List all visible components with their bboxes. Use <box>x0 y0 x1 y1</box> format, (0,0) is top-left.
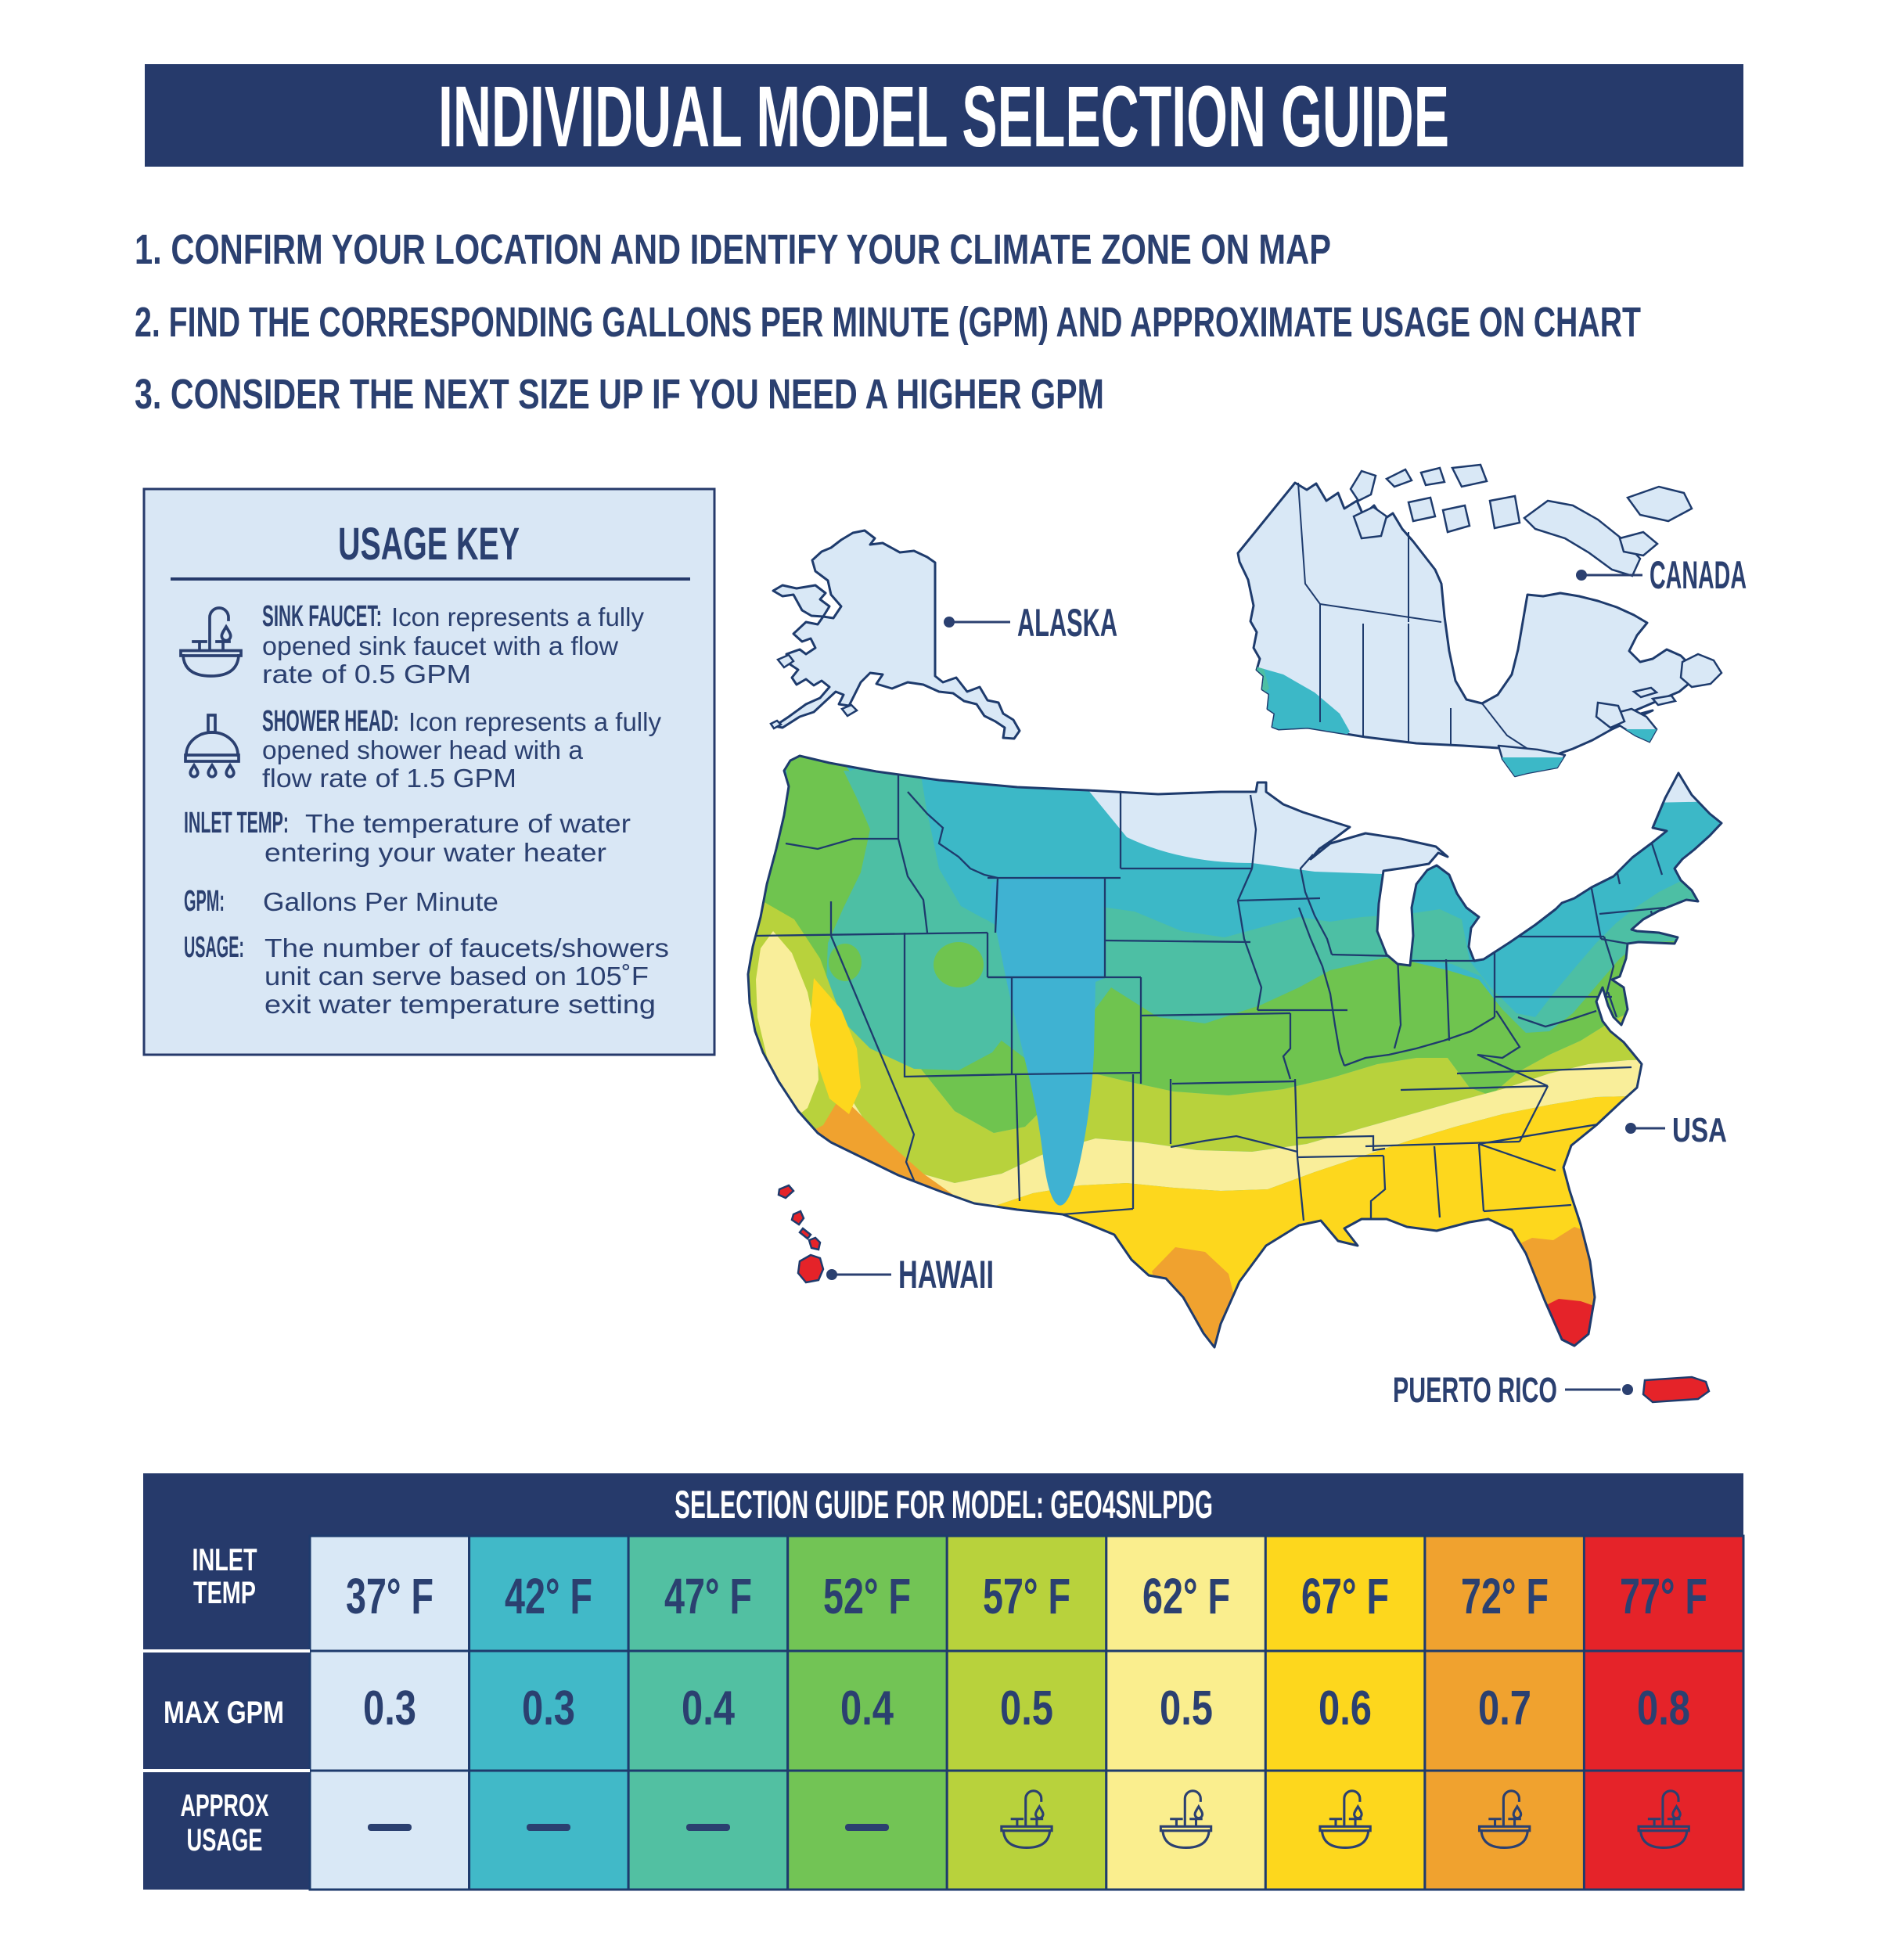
svg-text:72° F: 72° F <box>1461 1568 1549 1624</box>
svg-text:SHOWER HEAD:: SHOWER HEAD: <box>262 705 399 738</box>
svg-text:USA: USA <box>1672 1111 1727 1149</box>
svg-text:INDIVIDUAL MODEL SELECTION GUI: INDIVIDUAL MODEL SELECTION GUIDE <box>438 69 1449 165</box>
svg-text:USAGE KEY: USAGE KEY <box>338 519 520 570</box>
svg-text:exit water temperature setting: exit water temperature setting <box>264 990 656 1019</box>
svg-text:entering your water heater: entering your water heater <box>264 838 606 867</box>
svg-text:0.4: 0.4 <box>840 1681 894 1735</box>
svg-text:42° F: 42° F <box>505 1568 592 1624</box>
svg-text:Icon represents a fully: Icon represents a fully <box>408 707 661 736</box>
svg-text:rate of 0.5 GPM: rate of 0.5 GPM <box>262 660 471 689</box>
svg-text:0.7: 0.7 <box>1478 1681 1531 1735</box>
svg-text:52° F: 52° F <box>823 1568 911 1624</box>
svg-text:0.6: 0.6 <box>1319 1681 1372 1735</box>
svg-text:0.3: 0.3 <box>363 1681 416 1735</box>
svg-text:62° F: 62° F <box>1142 1568 1230 1624</box>
svg-text:SINK FAUCET:: SINK FAUCET: <box>262 600 382 633</box>
svg-text:0.5: 0.5 <box>1000 1681 1053 1735</box>
svg-text:INLET: INLET <box>192 1543 257 1577</box>
svg-text:opened shower head with a: opened shower head with a <box>262 735 584 764</box>
svg-text:Gallons Per Minute: Gallons Per Minute <box>263 887 498 916</box>
svg-text:57° F: 57° F <box>983 1568 1070 1624</box>
svg-text:GPM:: GPM: <box>184 885 225 918</box>
svg-text:CANADA: CANADA <box>1650 553 1747 597</box>
svg-text:opened sink faucet with a flow: opened sink faucet with a flow <box>262 631 618 660</box>
svg-text:47° F: 47° F <box>664 1568 752 1624</box>
svg-text:HAWAII: HAWAII <box>898 1253 994 1296</box>
svg-text:0.8: 0.8 <box>1637 1681 1690 1735</box>
svg-text:SELECTION GUIDE FOR MODEL: GEO: SELECTION GUIDE FOR MODEL: GEO4SNLPDG <box>675 1483 1213 1527</box>
svg-text:APPROX: APPROX <box>181 1789 269 1823</box>
svg-text:flow rate of 1.5 GPM: flow rate of 1.5 GPM <box>262 764 516 793</box>
svg-text:MAX GPM: MAX GPM <box>164 1696 284 1730</box>
svg-text:37° F: 37° F <box>346 1568 434 1624</box>
svg-text:1. CONFIRM YOUR LOCATION AND I: 1. CONFIRM YOUR LOCATION AND IDENTIFY YO… <box>135 226 1331 273</box>
svg-text:TEMP: TEMP <box>193 1576 256 1610</box>
svg-text:0.3: 0.3 <box>522 1681 575 1735</box>
svg-text:ALASKA: ALASKA <box>1017 601 1117 645</box>
svg-text:67° F: 67° F <box>1301 1568 1389 1624</box>
svg-text:The temperature of water: The temperature of water <box>305 809 631 838</box>
svg-text:INLET TEMP:: INLET TEMP: <box>184 807 289 840</box>
svg-text:0.5: 0.5 <box>1160 1681 1213 1735</box>
svg-text:77° F: 77° F <box>1620 1568 1707 1624</box>
svg-text:Icon represents a fully: Icon represents a fully <box>391 602 644 631</box>
svg-text:2. FIND THE CORRESPONDING GALL: 2. FIND THE CORRESPONDING GALLONS PER MI… <box>135 299 1641 346</box>
svg-text:The number of faucets/showers: The number of faucets/showers <box>264 933 669 962</box>
svg-text:0.4: 0.4 <box>682 1681 735 1735</box>
svg-text:USAGE: USAGE <box>187 1823 263 1858</box>
svg-text:USAGE:: USAGE: <box>184 931 244 964</box>
svg-text:3. CONSIDER THE NEXT SIZE UP I: 3. CONSIDER THE NEXT SIZE UP IF YOU NEED… <box>135 371 1104 418</box>
svg-text:PUERTO RICO: PUERTO RICO <box>1393 1370 1557 1410</box>
svg-text:unit can serve based on 105˚F: unit can serve based on 105˚F <box>264 962 649 991</box>
